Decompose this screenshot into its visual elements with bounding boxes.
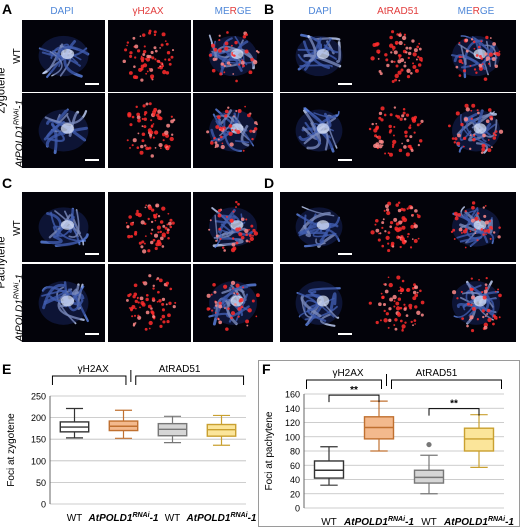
x-tick-label-3: WT <box>165 513 181 524</box>
box-3 <box>157 415 188 444</box>
micrograph-r3-c3 <box>193 192 273 262</box>
micrograph-r1-c5 <box>358 20 436 92</box>
y-tick-label: 0 <box>295 504 300 514</box>
x-tick-label-4: AtPOLD1RNAi-1 <box>186 512 257 524</box>
box-4 <box>206 414 237 446</box>
x-tick-label-2: AtPOLD1RNAi-1 <box>88 512 159 524</box>
x-tick-label-3: WT <box>421 517 437 527</box>
significance-label-2: ** <box>450 399 458 410</box>
micrograph-r1-c6 <box>436 20 516 92</box>
group-label-2: AtRAD51 <box>416 368 458 379</box>
y-tick-label: 50 <box>36 478 46 488</box>
y-tick-label: 200 <box>31 413 46 423</box>
channel-header-gh2ax: γH2AX <box>132 6 164 17</box>
micrograph-r3-c5 <box>358 192 436 262</box>
x-tick-label-1: WT <box>321 517 337 527</box>
micrograph-r1-c3 <box>193 20 273 92</box>
stage-label-zygotene: Zygotene <box>0 67 8 114</box>
y-tick-label: 140 <box>285 404 300 414</box>
micrograph-r3-c4 <box>280 192 358 262</box>
group-label-2: AtRAD51 <box>159 364 201 375</box>
micrograph-r2-c2 <box>108 93 191 168</box>
y-tick-label: 250 <box>31 392 46 402</box>
micrograph-r1-c4 <box>280 20 358 92</box>
box-plot-pachytene: 0 20 40 60 80 100 120 140 160 Foci at pachytene WT… <box>258 360 520 527</box>
significance-label-1: ** <box>350 385 358 396</box>
significance-bracket-2: ** <box>428 399 480 416</box>
y-tick-label: 60 <box>290 461 300 471</box>
x-tick-label-1: WT <box>67 513 83 524</box>
box-plot-zygotene: 0 50 100 150 200 250 Foci at zygotene WT AtPOLD1… <box>6 364 257 524</box>
micrograph-r4-c4 <box>280 264 358 342</box>
micrograph-r1-c1 <box>22 20 105 92</box>
y-tick-label: 0 <box>41 500 46 510</box>
micrograph-r4-c1 <box>22 264 105 342</box>
channel-header-atrad51: AtRAD51 <box>377 6 419 17</box>
micrograph-r2-c3 <box>193 93 273 168</box>
micrograph-r2-c4 <box>280 93 358 168</box>
channel-header-dapi-b: DAPI <box>308 6 332 17</box>
box-4 <box>463 414 495 468</box>
x-tick-label-2: AtPOLD1RNAi-1 <box>343 516 414 527</box>
y-tick-label: 160 <box>285 390 300 400</box>
y-tick-label: 100 <box>31 456 46 466</box>
y-tick-label: 100 <box>285 432 300 442</box>
y-axis-label: Foci at pachytene <box>264 411 275 490</box>
group-bracket-1: γH2AX <box>51 364 127 385</box>
group-bracket-2: AtRAD51 <box>391 368 502 389</box>
x-tick-label-4: AtPOLD1RNAi-1 <box>443 516 514 527</box>
panel-label-d: D <box>264 175 275 191</box>
micrograph-r2-c6 <box>436 93 516 168</box>
y-tick-label: 150 <box>31 435 46 445</box>
y-tick-label: 120 <box>285 418 300 428</box>
micrograph-r3-c1 <box>22 192 105 262</box>
channel-header-merge-a: MERGE <box>214 6 252 17</box>
micrograph-r4-c3 <box>193 264 273 342</box>
micrograph-r2-c1 <box>22 93 105 168</box>
group-label-1: γH2AX <box>78 364 109 375</box>
box-1 <box>313 446 345 486</box>
panel-label-c: C <box>2 175 13 191</box>
panel-label-e: E <box>2 361 12 377</box>
micrograph-r4-c2 <box>108 264 191 342</box>
group-bracket-2: AtRAD51 <box>135 364 245 385</box>
y-axis-label: Foci at zygotene <box>6 413 17 487</box>
y-tick-label: 20 <box>290 489 300 499</box>
channel-header-dapi-a: DAPI <box>50 6 74 17</box>
box-1 <box>59 407 90 439</box>
group-bracket-1: γH2AX <box>306 368 382 389</box>
box-3 <box>413 441 445 495</box>
panel-label-a: A <box>2 1 13 17</box>
panel-label-b: B <box>264 1 275 17</box>
box-2 <box>108 409 139 439</box>
micrograph-r4-c5 <box>358 264 436 342</box>
micrograph-r4-c6 <box>436 264 516 342</box>
y-tick-label: 40 <box>290 475 300 485</box>
micrograph-r3-c6 <box>436 192 516 262</box>
box-2 <box>363 400 395 452</box>
panel-label-f: F <box>262 361 271 377</box>
micrograph-r3-c2 <box>108 192 191 262</box>
channel-header-merge-b: MERGE <box>457 6 495 17</box>
significance-bracket-1: ** <box>328 385 380 403</box>
group-label-1: γH2AX <box>332 368 363 379</box>
y-tick-label: 80 <box>290 447 300 457</box>
micrograph-r2-c5 <box>358 93 436 168</box>
micrograph-r1-c2 <box>108 20 191 92</box>
outlier-point <box>426 441 432 448</box>
stage-label-pachytene: Pachytene <box>0 236 8 289</box>
